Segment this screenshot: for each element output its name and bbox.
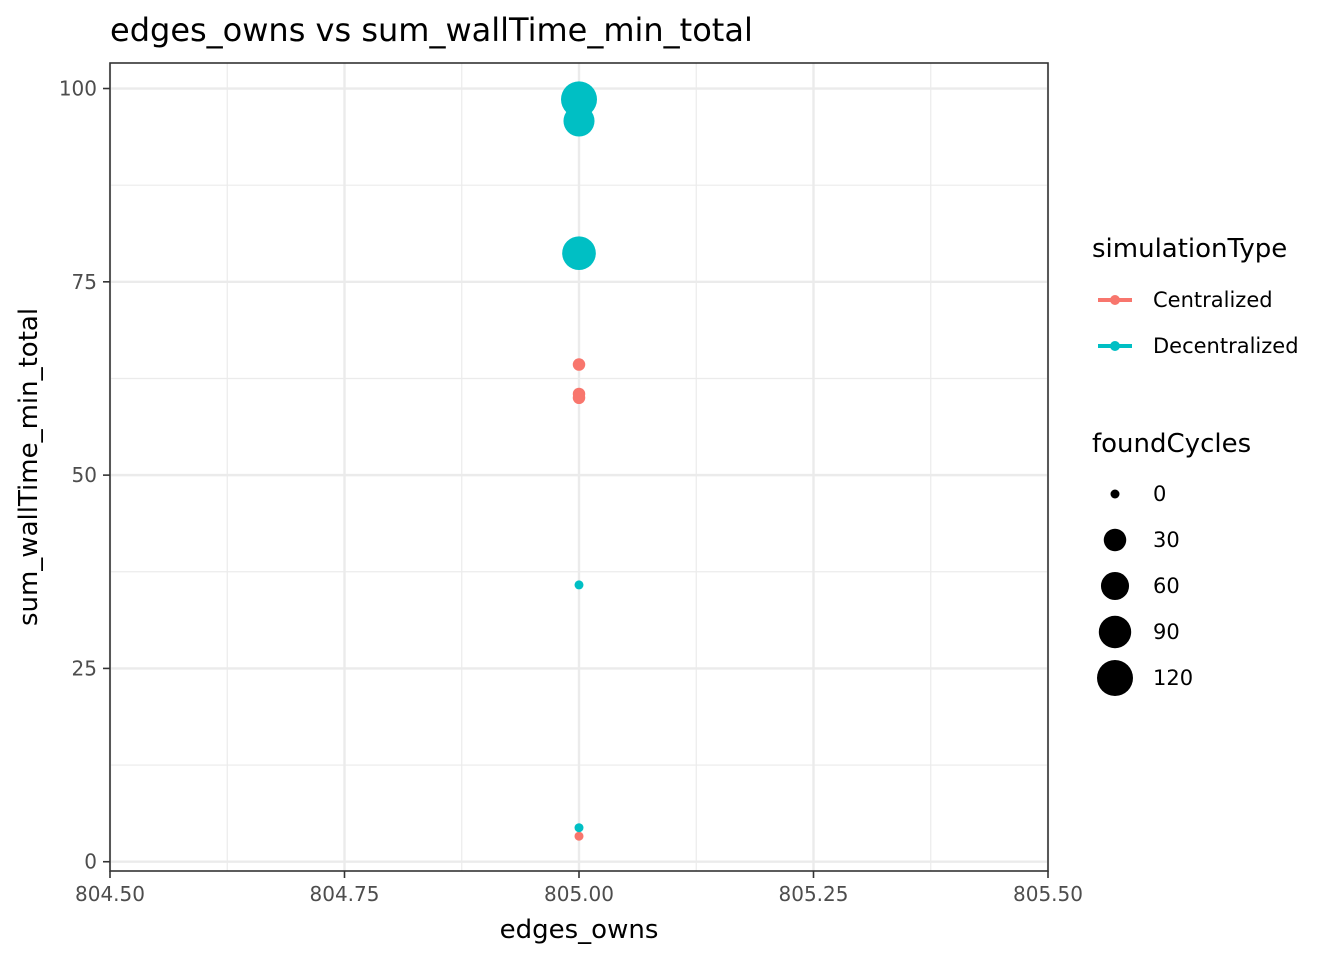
x-axis: 804.50 804.75 805.00 805.25 805.50: [75, 871, 1083, 906]
data-point-decentralized: [574, 823, 584, 833]
y-tick-label: 100: [59, 77, 97, 101]
y-tick-label: 75: [72, 270, 97, 294]
x-axis-title: edges_owns: [500, 915, 659, 945]
legend-key-point-centralized: [1110, 295, 1120, 305]
data-point-centralized: [572, 391, 586, 405]
data-point-decentralized: [563, 105, 595, 137]
chart-title: edges_owns vs sum_wallTime_min_total: [110, 11, 753, 49]
y-tick-label: 0: [84, 850, 97, 874]
data-point-centralized: [572, 358, 586, 371]
x-tick-label: 804.50: [75, 882, 145, 906]
color-legend-title: simulationType: [1092, 234, 1287, 264]
data-point-decentralized: [574, 580, 584, 590]
data-point-decentralized: [561, 81, 597, 118]
size-legend-label: 120: [1153, 666, 1193, 690]
legend-label-centralized: Centralized: [1153, 288, 1273, 312]
size-legend-key: [1110, 489, 1120, 499]
size-legend-label: 30: [1153, 528, 1180, 552]
x-tick-label: 805.25: [779, 882, 849, 906]
x-tick-label: 804.75: [310, 882, 380, 906]
y-tick-label: 50: [72, 463, 97, 487]
data-point-decentralized: [562, 236, 596, 271]
y-axis: 0 25 50 75 100: [59, 77, 110, 874]
color-legend: simulationType Centralized Decentralized: [1092, 234, 1299, 358]
data-point-centralized: [574, 831, 584, 841]
y-axis-title: sum_wallTime_min_total: [14, 308, 44, 626]
x-tick-label: 805.50: [1013, 882, 1083, 906]
size-legend-label: 90: [1153, 620, 1180, 644]
x-tick-label: 805.00: [544, 882, 614, 906]
size-legend-title: foundCycles: [1092, 429, 1251, 459]
legend-label-decentralized: Decentralized: [1153, 334, 1299, 358]
data-points: [561, 81, 597, 841]
size-legend-label: 0: [1153, 482, 1166, 506]
size-legend-key: [1103, 528, 1127, 552]
y-tick-label: 25: [72, 656, 97, 680]
size-legend-key: [1098, 615, 1132, 649]
size-legend-key: [1097, 660, 1133, 696]
size-legend-label: 60: [1153, 574, 1180, 598]
legend-key-point-decentralized: [1110, 341, 1120, 351]
size-legend: foundCycles 0 30 60 90 120: [1092, 429, 1251, 696]
size-legend-key: [1100, 571, 1130, 601]
